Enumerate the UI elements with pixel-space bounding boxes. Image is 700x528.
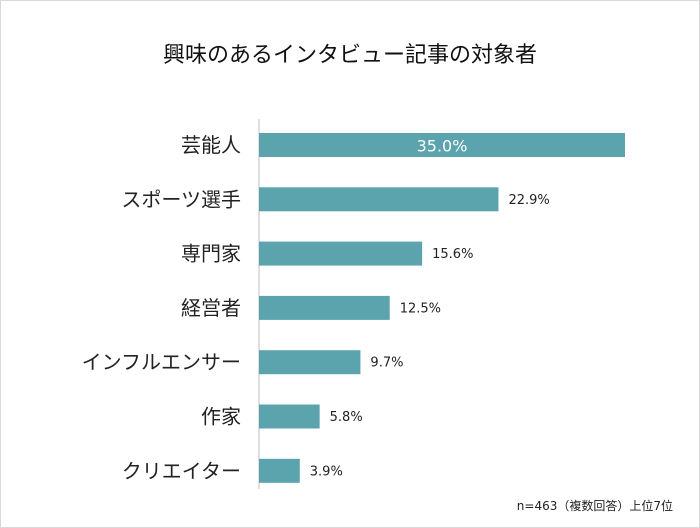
bar-6	[259, 404, 320, 429]
value-label-2: 22.9%	[508, 193, 549, 208]
category-label-5: インフルエンサー	[82, 350, 241, 374]
value-label-6: 5.8%	[330, 410, 363, 425]
category-label-3: 専門家	[181, 242, 241, 266]
chart-title: 興味のあるインタビュー記事の対象者	[162, 43, 537, 68]
value-label-4: 12.5%	[400, 301, 441, 316]
category-label-4: 経営者	[181, 296, 241, 320]
value-label-1: 35.0%	[417, 137, 468, 156]
value-label-5: 9.7%	[370, 356, 403, 371]
category-label-6: 作家	[201, 405, 241, 429]
category-label-1: 芸能人	[181, 133, 241, 157]
sample-note: n=463（複数回答）上位7位	[516, 499, 673, 513]
bar-4	[259, 295, 390, 320]
bar-2	[259, 187, 499, 212]
value-label-7: 3.9%	[310, 464, 343, 479]
value-label-3: 15.6%	[432, 247, 473, 262]
bar-3	[259, 241, 423, 266]
bar-5	[259, 350, 361, 375]
category-label-7: クリエイター	[122, 459, 241, 483]
category-label-2: スポーツ選手	[121, 187, 241, 211]
bar-1	[259, 133, 625, 157]
bar-7	[259, 458, 300, 483]
